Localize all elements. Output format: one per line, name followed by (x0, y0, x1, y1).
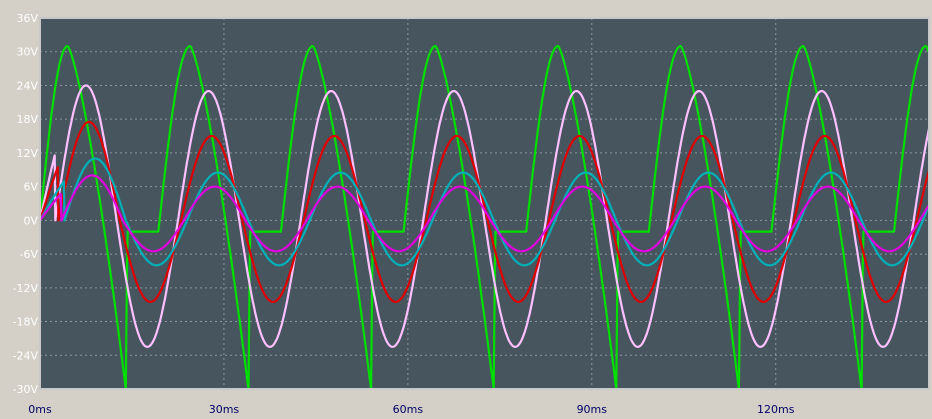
plot-frame (39, 17, 930, 390)
y-tick-label: 12V (16, 147, 38, 160)
y-tick-label: 24V (16, 79, 38, 92)
x-tick-label: 90ms (577, 403, 608, 416)
y-tick-label: 30V (16, 46, 38, 59)
y-tick-label: -24V (13, 349, 39, 362)
y-tick-label: -6V (20, 248, 39, 261)
series-line-1 (38, 44, 931, 391)
series-line-2 (38, 84, 931, 348)
y-tick-label: 6V (23, 181, 38, 194)
x-tick-label: 60ms (393, 403, 424, 416)
x-tick-label: 30ms (209, 403, 240, 416)
y-tick-label: -30V (13, 383, 39, 396)
series-line-4 (39, 157, 931, 267)
x-axis: 0ms 30ms 60ms 90ms 120ms (28, 389, 795, 416)
x-tick-label: 120ms (757, 403, 795, 416)
y-tick-label: 0V (23, 214, 38, 227)
y-tick-label: 18V (16, 113, 38, 126)
series-line-3 (38, 120, 931, 303)
y-tick-label: -12V (13, 282, 39, 295)
series-layer (38, 44, 931, 391)
x-tick-label: 0ms (28, 403, 52, 416)
y-tick-label: -18V (13, 316, 39, 329)
y-axis: 36V 30V 24V 18V 12V 6V 0V -6V -12V -18V -24V -30V (13, 12, 40, 396)
y-tick-label: 36V (16, 12, 38, 25)
series-line-5 (39, 174, 930, 253)
